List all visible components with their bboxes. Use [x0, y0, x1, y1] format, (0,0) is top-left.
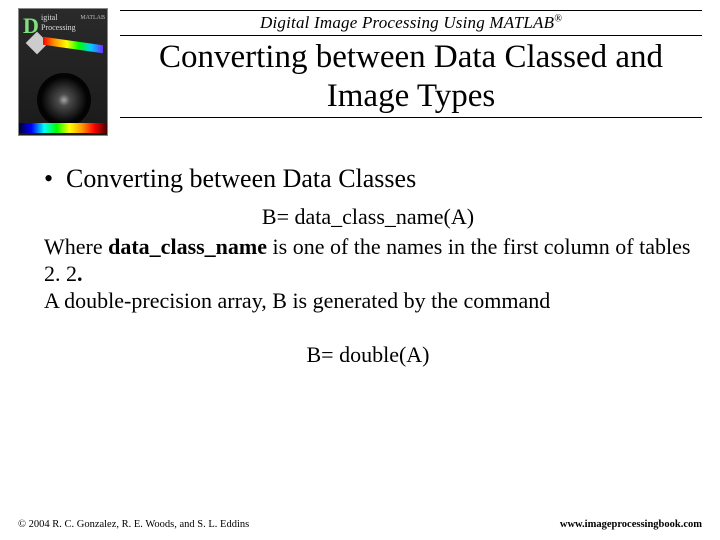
paragraph-1: Where data_class_name is one of the name…: [44, 234, 692, 288]
footer-url: www.imageprocessingbook.com: [560, 519, 702, 530]
mid-rule: [120, 35, 702, 36]
cover-small-1: igital: [41, 13, 57, 22]
paragraph-2: A double-precision array, B is generated…: [44, 288, 692, 315]
registered-mark: ®: [554, 13, 562, 24]
slide: D igital Processing MATLAB Digital Image…: [0, 0, 720, 540]
para1-b: data_class_name: [108, 234, 267, 259]
copyright: © 2004 R. C. Gonzalez, R. E. Woods, and …: [18, 519, 249, 530]
header: D igital Processing MATLAB Digital Image…: [18, 8, 702, 136]
cover-fingerprint-icon: [37, 73, 91, 127]
para1-a: Where: [44, 234, 108, 259]
cover-rainbow-icon: [19, 123, 107, 133]
bullet-marker: •: [44, 164, 66, 194]
cover-matlab: MATLAB: [80, 15, 105, 21]
header-text-block: Digital Image Processing Using MATLAB® C…: [116, 8, 702, 118]
top-rule: [120, 10, 702, 11]
title-wrap: Converting between Data Classed and Imag…: [120, 38, 702, 118]
code-line-1: B= data_class_name(A): [44, 204, 692, 230]
body: • Converting between Data Classes B= dat…: [18, 164, 702, 368]
book-cover-thumbnail: D igital Processing MATLAB: [18, 8, 108, 136]
footer: © 2004 R. C. Gonzalez, R. E. Woods, and …: [18, 519, 702, 530]
book-title-text: Digital Image Processing Using MATLAB: [260, 13, 554, 32]
bullet-item: • Converting between Data Classes: [44, 164, 692, 194]
cover-spectrum-icon: [43, 37, 103, 53]
para1-d: .: [77, 261, 83, 286]
bullet-text: Converting between Data Classes: [66, 164, 416, 194]
page-title: Converting between Data Classed and Imag…: [120, 38, 702, 118]
code-line-2: B= double(A): [44, 342, 692, 368]
book-title: Digital Image Processing Using MATLAB®: [120, 13, 702, 33]
cover-small-2: Processing: [41, 23, 76, 32]
